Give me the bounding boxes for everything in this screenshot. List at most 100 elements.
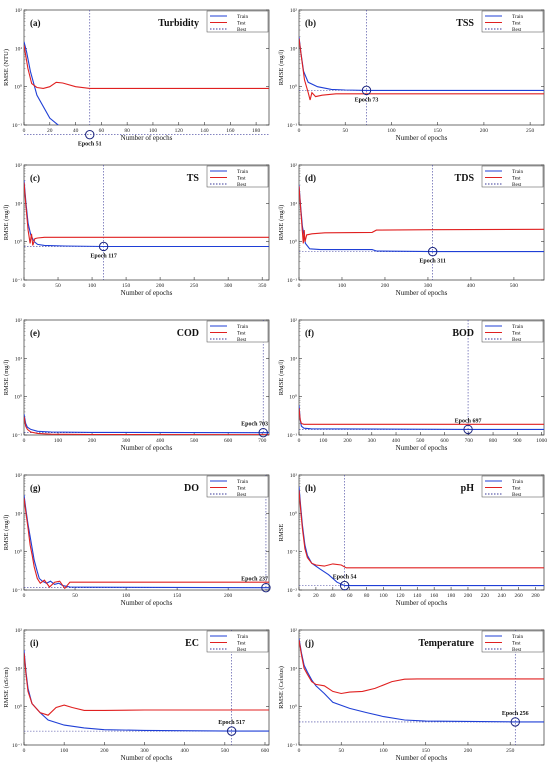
chart-panel-j: 10⁻¹ 10⁰ 10¹ 10² 0 50 100 150 200 250 Number of ep… bbox=[278, 628, 545, 762]
x-tick-label: 900 bbox=[513, 438, 522, 444]
legend-label-train: Train bbox=[237, 14, 248, 20]
series-line-train bbox=[24, 494, 269, 589]
chart-panel-c: 10⁻¹ 10⁰ 10¹ 10² 0 50 100 150 200 250 300 350 Number… bbox=[3, 163, 270, 297]
series-line-test bbox=[299, 38, 544, 101]
x-tick-label: 50 bbox=[338, 748, 344, 754]
panel-title: TSS bbox=[456, 18, 474, 29]
chart-panel-d: 10⁻¹ 10⁰ 10¹ 10² 0 100 200 300 400 500 Number of e… bbox=[278, 163, 545, 297]
y-tick-label: 10¹ bbox=[290, 201, 298, 207]
y-tick-label: 10¹ bbox=[15, 356, 23, 362]
x-tick-label: 200 bbox=[343, 438, 352, 444]
x-tick-label: 80 bbox=[124, 128, 130, 134]
x-tick-label: 150 bbox=[173, 593, 182, 599]
panel-letter: (h) bbox=[305, 483, 316, 493]
x-tick-label: 250 bbox=[526, 128, 535, 134]
legend-label-train: Train bbox=[512, 14, 523, 20]
panel-title: DO bbox=[184, 483, 199, 494]
x-tick-label: 40 bbox=[73, 128, 79, 134]
legend-label-train: Train bbox=[512, 634, 523, 640]
x-tick-label: 500 bbox=[416, 438, 425, 444]
chart-panel-a: 10⁻¹ 10⁰ 10¹ 10² 0 20 40 60 80 100 120 140 160 180 Num… bbox=[3, 8, 270, 148]
x-tick-label: 160 bbox=[430, 593, 439, 599]
x-tick-label: 40 bbox=[330, 593, 336, 599]
x-axis-label: Number of epochs bbox=[121, 599, 173, 607]
y-tick-label: 10⁰ bbox=[14, 549, 23, 556]
x-tick-label: 20 bbox=[313, 593, 319, 599]
x-tick-label: 0 bbox=[23, 438, 26, 444]
legend-label-train: Train bbox=[237, 324, 248, 330]
x-tick-label: 100 bbox=[379, 593, 388, 599]
best-epoch-label: Epoch 73 bbox=[355, 97, 379, 103]
y-tick-label: 10² bbox=[15, 163, 23, 169]
x-tick-label: 0 bbox=[23, 128, 26, 134]
panel-letter: (a) bbox=[30, 18, 41, 28]
x-tick-label: 200 bbox=[381, 283, 390, 289]
y-tick-label: 10¹ bbox=[290, 473, 298, 479]
legend-label-test: Test bbox=[512, 331, 521, 337]
panel-letter: (c) bbox=[30, 173, 40, 183]
x-tick-label: 140 bbox=[200, 128, 209, 134]
x-tick-label: 280 bbox=[531, 593, 540, 599]
x-tick-label: 120 bbox=[175, 128, 184, 134]
series-line-train bbox=[24, 41, 60, 125]
y-tick-label: 10⁰ bbox=[289, 394, 298, 401]
x-tick-label: 1000 bbox=[536, 438, 547, 444]
panel-title: EC bbox=[185, 638, 199, 649]
y-axis-label: RMSE (Celsius) bbox=[278, 666, 285, 709]
y-tick-label: 10⁻¹ bbox=[287, 433, 297, 439]
chart-panel-i: 10⁻¹ 10⁰ 10¹ 10² 0 100 200 300 400 500 600 Number o… bbox=[3, 628, 269, 762]
y-tick-label: 10¹ bbox=[290, 666, 298, 672]
x-tick-label: 600 bbox=[224, 438, 233, 444]
x-tick-label: 200 bbox=[464, 748, 473, 754]
x-tick-label: 500 bbox=[510, 283, 519, 289]
x-tick-label: 400 bbox=[467, 283, 476, 289]
legend-label-test: Test bbox=[237, 176, 246, 182]
best-epoch-marker bbox=[226, 726, 237, 736]
x-axis-label: Number of epochs bbox=[121, 754, 173, 762]
x-tick-label: 120 bbox=[396, 593, 405, 599]
y-axis-label: RMSE (mg/l) bbox=[278, 50, 285, 86]
legend-label-best: Best bbox=[237, 492, 247, 498]
y-tick-label: 10⁰ bbox=[289, 704, 298, 711]
x-tick-label: 600 bbox=[261, 748, 270, 754]
series-line-test bbox=[24, 416, 269, 435]
x-axis-label: Number of epochs bbox=[396, 599, 448, 607]
x-tick-label: 100 bbox=[54, 438, 63, 444]
x-tick-label: 700 bbox=[465, 438, 474, 444]
x-tick-label: 300 bbox=[368, 438, 377, 444]
y-tick-label: 10² bbox=[15, 628, 23, 634]
y-tick-label: 10¹ bbox=[15, 511, 23, 517]
y-tick-label: 10⁰ bbox=[289, 239, 298, 246]
legend-label-test: Test bbox=[237, 21, 246, 27]
x-tick-label: 100 bbox=[387, 128, 396, 134]
y-tick-label: 10⁰ bbox=[14, 704, 23, 711]
series-line-test bbox=[24, 498, 269, 590]
x-tick-label: 0 bbox=[298, 748, 301, 754]
x-axis-label: Number of epochs bbox=[121, 444, 173, 452]
panel-title: COD bbox=[177, 328, 199, 339]
x-tick-label: 100 bbox=[149, 128, 158, 134]
panel-letter: (j) bbox=[305, 638, 314, 648]
y-tick-label: 10⁻¹ bbox=[287, 550, 297, 556]
y-tick-label: 10² bbox=[290, 8, 298, 14]
series-line-test bbox=[299, 639, 544, 695]
y-tick-label: 10² bbox=[15, 473, 23, 479]
best-epoch-label: Epoch 311 bbox=[419, 259, 446, 265]
chart-panel-f: 10⁻¹ 10⁰ 10¹ 10² 0 100 200 300 400 500 600 700 800 90… bbox=[278, 318, 547, 452]
x-tick-label: 60 bbox=[99, 128, 105, 134]
x-tick-label: 200 bbox=[88, 438, 97, 444]
y-tick-label: 10⁻¹ bbox=[287, 743, 297, 749]
panel-title: BOD bbox=[452, 328, 474, 339]
legend-label-test: Test bbox=[237, 486, 246, 492]
legend-label-train: Train bbox=[237, 479, 248, 485]
best-epoch-marker bbox=[98, 241, 109, 252]
x-tick-label: 100 bbox=[319, 438, 328, 444]
x-tick-label: 250 bbox=[190, 283, 199, 289]
x-tick-label: 200 bbox=[480, 128, 489, 134]
panel-title: TS bbox=[187, 173, 200, 184]
legend-label-train: Train bbox=[512, 479, 523, 485]
panel-letter: (b) bbox=[305, 18, 316, 28]
y-tick-label: 10² bbox=[290, 318, 298, 324]
series-line-test bbox=[299, 186, 544, 244]
